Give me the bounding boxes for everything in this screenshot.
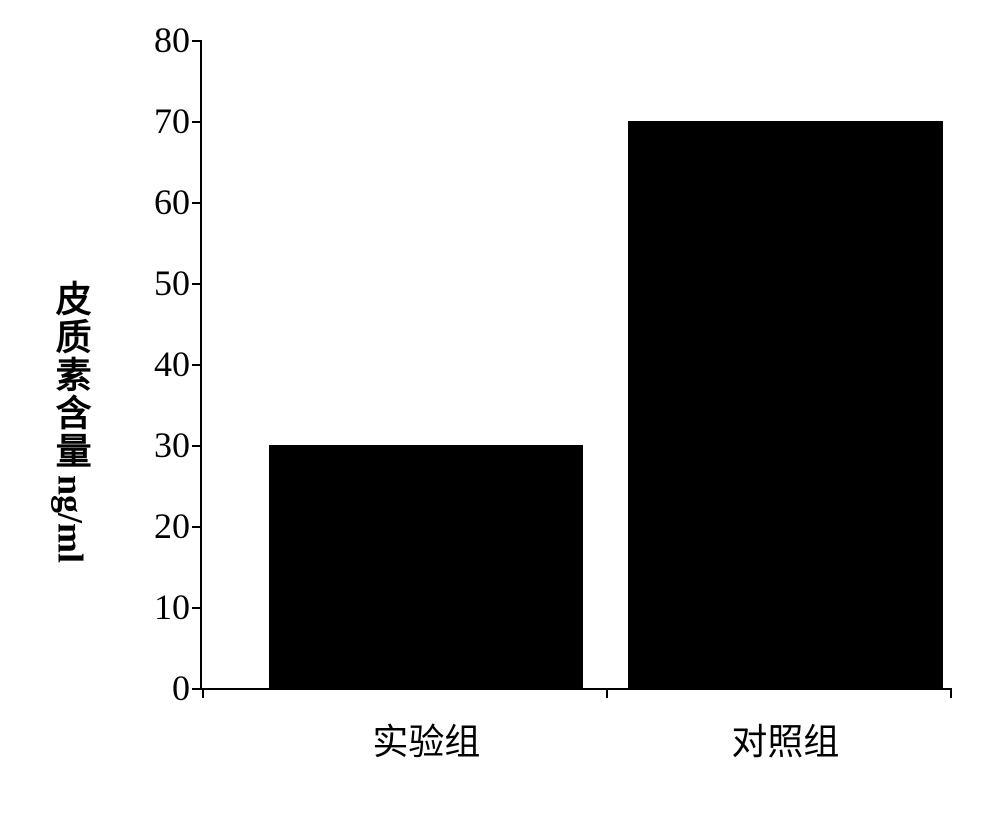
y-tick-label: 10 — [154, 586, 190, 628]
chart-container: 皮质素含量 ng/ml 80 70 60 50 40 30 20 10 0 实验… — [60, 20, 980, 800]
y-tick-label: 60 — [154, 181, 190, 223]
y-tick-label: 50 — [154, 262, 190, 304]
y-tick-mark — [192, 202, 202, 204]
x-tick-mark — [606, 688, 608, 698]
y-axis-label: 皮质素含量 ng/ml — [40, 280, 100, 563]
y-axis-label-unit: ng/ml — [48, 475, 91, 563]
y-tick-label: 20 — [154, 505, 190, 547]
y-tick-mark — [192, 364, 202, 366]
bar-control — [628, 121, 942, 688]
y-tick-label: 70 — [154, 100, 190, 142]
y-tick-mark — [192, 121, 202, 123]
x-tick-mark — [950, 688, 952, 698]
y-tick-label: 30 — [154, 424, 190, 466]
y-tick-mark — [192, 688, 202, 690]
x-label-control: 对照组 — [731, 713, 839, 765]
plot-area: 80 70 60 50 40 30 20 10 0 实验组 对照组 — [200, 40, 950, 690]
y-tick-mark — [192, 40, 202, 42]
y-tick-mark — [192, 607, 202, 609]
y-tick-mark — [192, 526, 202, 528]
y-axis-label-text: 皮质素含量 — [48, 280, 91, 470]
y-tick-mark — [192, 445, 202, 447]
y-tick-mark — [192, 283, 202, 285]
y-tick-label: 0 — [172, 667, 190, 709]
y-tick-label: 40 — [154, 343, 190, 385]
x-label-experimental: 实验组 — [372, 713, 480, 765]
y-tick-label: 80 — [154, 19, 190, 61]
x-tick-mark — [202, 688, 204, 698]
bar-experimental — [269, 445, 583, 688]
